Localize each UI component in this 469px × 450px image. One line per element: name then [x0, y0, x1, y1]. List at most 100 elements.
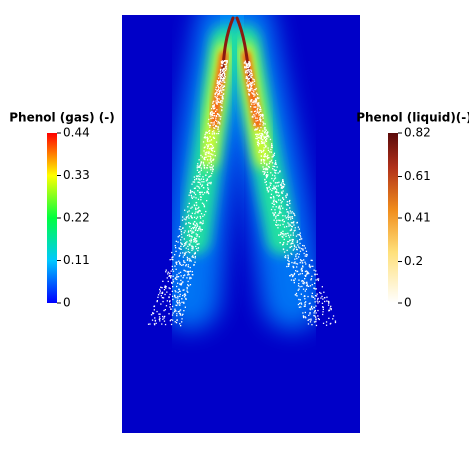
particle [269, 151, 271, 153]
particle [165, 305, 168, 307]
particle [309, 321, 312, 323]
particle [195, 237, 197, 240]
particle [209, 129, 211, 132]
particle [206, 144, 208, 146]
particle [248, 61, 250, 63]
particle [291, 217, 294, 219]
particle [287, 254, 289, 256]
particle [226, 61, 228, 63]
particle [266, 138, 268, 140]
particle [256, 108, 258, 110]
particle [302, 265, 304, 267]
particle [216, 80, 219, 82]
particle [257, 93, 259, 96]
particle [282, 186, 284, 188]
particle [218, 94, 220, 96]
particle [189, 284, 192, 286]
particle [219, 90, 221, 92]
particle [199, 179, 201, 181]
particle [307, 319, 309, 321]
particle [286, 211, 288, 213]
particle [202, 176, 204, 178]
particle [302, 312, 304, 314]
particle [313, 321, 316, 323]
particle [198, 171, 200, 173]
particle [221, 87, 223, 89]
particle [247, 65, 249, 67]
particle [174, 309, 176, 312]
particle [245, 63, 247, 65]
particle [270, 159, 273, 161]
particle [282, 223, 284, 226]
particle [206, 138, 209, 141]
particle [201, 191, 203, 193]
particle [222, 89, 224, 91]
particle [210, 160, 212, 162]
particle [195, 241, 197, 243]
particle [199, 226, 201, 228]
particle [222, 93, 224, 95]
particle [265, 174, 267, 177]
particle [182, 289, 184, 291]
particle [315, 288, 317, 290]
particle [194, 252, 196, 254]
particle [218, 92, 221, 94]
particle [259, 149, 261, 152]
particle [218, 115, 220, 117]
particle [202, 193, 204, 196]
particle [181, 264, 183, 266]
particle [256, 138, 258, 140]
particle [263, 137, 266, 139]
particle [263, 122, 265, 124]
particle [292, 239, 294, 241]
particle [179, 314, 181, 316]
particle [198, 165, 200, 167]
particle [209, 140, 211, 142]
particle [307, 271, 309, 274]
particle [218, 80, 221, 82]
particle [248, 94, 250, 96]
particle [274, 160, 277, 162]
particle [213, 121, 215, 123]
particle [197, 210, 200, 212]
particle [297, 289, 299, 291]
particle [265, 136, 267, 138]
particle [198, 243, 200, 245]
particle [311, 292, 313, 294]
particle [291, 226, 293, 228]
particle [266, 164, 268, 166]
particle [210, 122, 212, 124]
particle [280, 187, 282, 189]
particle [189, 230, 192, 232]
particle [217, 93, 219, 96]
particle [304, 298, 306, 300]
particle [246, 72, 248, 74]
particle [212, 159, 214, 161]
particle [332, 315, 335, 317]
particle [207, 182, 209, 184]
particle [198, 166, 200, 168]
particle [224, 76, 226, 78]
particle [205, 180, 208, 182]
particle [288, 223, 290, 225]
particle [278, 194, 281, 197]
particle [208, 130, 210, 132]
particle [267, 191, 269, 193]
particle [273, 197, 275, 199]
particle [262, 141, 264, 143]
particle [273, 154, 275, 156]
particle [330, 309, 332, 311]
particle [191, 245, 193, 247]
particle [194, 255, 196, 258]
particle [197, 247, 199, 249]
particle [296, 295, 298, 297]
particle [201, 223, 203, 225]
particle [304, 304, 306, 306]
particle [282, 181, 284, 183]
liquid-particles [147, 60, 337, 327]
particle [207, 140, 209, 143]
particle [185, 223, 187, 225]
particle [206, 164, 209, 166]
particle [267, 149, 270, 151]
particle [260, 136, 263, 138]
